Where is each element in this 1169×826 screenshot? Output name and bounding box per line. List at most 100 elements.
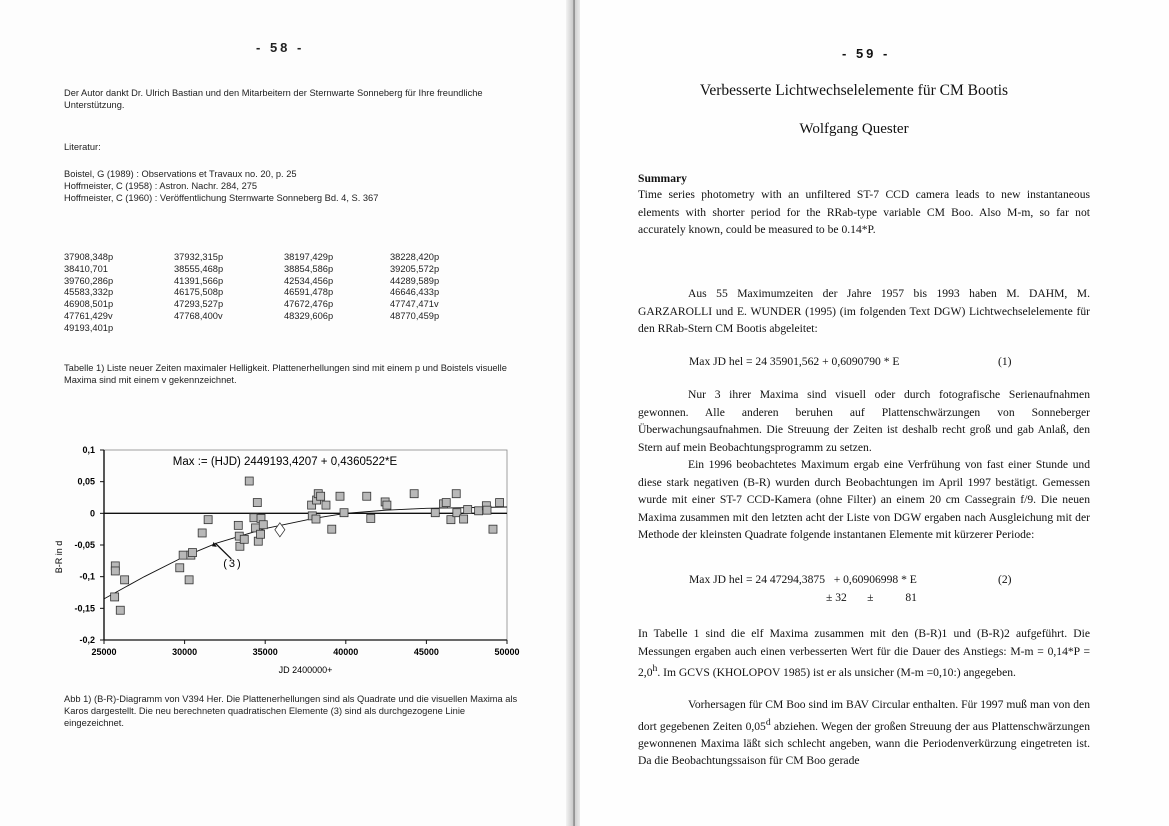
- square-marker: [188, 548, 197, 557]
- table-cell: 37908,348p: [64, 252, 114, 262]
- x-tick-label: 30000: [172, 647, 197, 657]
- square-marker: [307, 500, 317, 510]
- square-marker: [366, 514, 376, 523]
- square-marker: [362, 491, 372, 501]
- table-cell: 48329,606p: [284, 310, 334, 321]
- square-marker: [120, 575, 130, 585]
- x-tick-label: 50000: [494, 647, 519, 657]
- page-number: - 59 -: [842, 46, 891, 61]
- references: Boistel, G (1989) : Observations et Trav…: [64, 168, 378, 204]
- table-cell: 38410,701: [64, 263, 108, 274]
- square-marker: [451, 489, 461, 499]
- figure-caption: Abb 1) (B-R)-Diagramm von V394 Her. Die …: [64, 694, 518, 728]
- page-number: - 58 -: [256, 40, 305, 55]
- square-marker: [459, 514, 469, 524]
- square-marker: [430, 508, 440, 518]
- square-marker: [244, 476, 254, 486]
- paragraph: In Tabelle 1 sind die elf Maxima zusamme…: [638, 627, 1090, 679]
- square-marker: [495, 498, 504, 507]
- table-cell: 38854,586p: [284, 263, 334, 274]
- square-marker: [239, 534, 249, 544]
- plot-frame: [103, 449, 508, 641]
- table-cell: 46175,508p: [174, 287, 224, 298]
- author: Wolfgang Quester: [799, 121, 909, 137]
- x-axis-label: JD 2400000+: [279, 665, 333, 675]
- square-marker: [110, 592, 120, 602]
- equation-annotation: Max := (HJD) 2449193,4207 + 0,4360522*E: [173, 456, 398, 468]
- y-tick-label: -0,1: [79, 572, 95, 582]
- arrow-line: [214, 542, 232, 560]
- square-marker: [446, 515, 456, 525]
- table-cell: 44289,589p: [390, 275, 440, 286]
- square-marker: [203, 515, 213, 525]
- y-tick-label: -0,15: [74, 603, 95, 613]
- paragraph: Vorhersagen für CM Boo sind im BAV Circu…: [638, 698, 1090, 768]
- square-marker: [258, 520, 268, 530]
- fit-curve: [103, 506, 508, 600]
- y-tick-label: -0,2: [79, 635, 95, 645]
- reference: Hoffmeister, C (1960) : Veröffentlichung…: [64, 193, 379, 203]
- table-cell: 48770,459p: [390, 310, 440, 321]
- equation-2-number: (2): [998, 573, 1012, 586]
- table-cell: 47293,527p: [174, 299, 224, 310]
- x-tick-label: 25000: [91, 647, 116, 657]
- square-marker: [252, 498, 262, 507]
- table-cell: 39205,572p: [390, 263, 440, 274]
- y-tick-label: 0: [90, 508, 95, 518]
- square-marker: [339, 508, 349, 518]
- equation-1: Max JD hel = 24 35901,562 + 0,6090790 * …: [689, 355, 900, 368]
- diamond-marker: [274, 522, 286, 538]
- table-cell: 46908,501p: [64, 299, 114, 310]
- table-cell: 47672,476p: [284, 299, 334, 310]
- square-marker: [482, 505, 492, 515]
- summary-heading: Summary: [638, 172, 687, 185]
- square-marker: [452, 508, 462, 518]
- y-tick-label: -0,05: [74, 540, 95, 550]
- page-fold: [566, 0, 582, 826]
- x-tick-label: 35000: [253, 647, 278, 657]
- square-marker: [321, 500, 331, 510]
- right-page: - 59 - Verbesserte Lichtwechselelemente …: [580, 0, 1169, 826]
- table-cell: 41391,566p: [174, 275, 224, 286]
- equation-2-errors: ± 32 ± 81: [826, 591, 917, 604]
- table-cell: 39760,286p: [64, 275, 114, 286]
- table-cell: 38197,429p: [284, 252, 334, 262]
- y-tick-label: 0,05: [77, 477, 95, 487]
- table-cell: 47747,471v: [390, 299, 439, 310]
- square-marker: [115, 605, 125, 615]
- table-cell: 49193,401p: [64, 322, 114, 333]
- equation-1-number: (1): [998, 355, 1012, 368]
- arrow-head-icon: [212, 541, 217, 547]
- square-marker: [316, 491, 326, 501]
- square-marker: [197, 528, 207, 538]
- square-marker: [488, 524, 498, 534]
- square-marker: [474, 506, 484, 516]
- paragraph: Aus 55 Maximumzeiten der Jahre 1957 bis …: [638, 287, 1090, 335]
- acknowledgement: Der Autor dankt Dr. Ulrich Bastian und d…: [64, 88, 483, 110]
- equation-2: Max JD hel = 24 47294,3875 + 0,60906998 …: [689, 573, 917, 586]
- curve-label: (3): [223, 558, 242, 570]
- table-cell: 46646,433p: [390, 287, 440, 298]
- article-title: Verbesserte Lichtwechselelemente für CM …: [699, 82, 1009, 99]
- paragraph: Ein 1996 beobachtetes Maximum ergab eine…: [638, 458, 1090, 541]
- square-marker: [256, 529, 265, 539]
- square-marker: [178, 550, 188, 560]
- table-cell: 38228,420p: [390, 252, 440, 262]
- table-caption: Tabelle 1) Liste neuer Zeiten maximaler …: [64, 363, 507, 385]
- literature-heading: Literatur:: [64, 142, 101, 152]
- x-tick-label: 40000: [333, 647, 358, 657]
- square-marker: [110, 566, 120, 576]
- summary: Time series photometry with an unfiltere…: [638, 188, 1090, 236]
- square-marker: [311, 514, 321, 524]
- square-marker: [184, 575, 194, 585]
- square-marker: [463, 505, 473, 514]
- y-tick-label: 0,1: [82, 445, 95, 455]
- left-page: - 58 - Der Autor dankt Dr. Ulrich Bastia…: [0, 0, 572, 826]
- x-tick-label: 45000: [414, 647, 439, 657]
- square-marker: [441, 498, 451, 507]
- table-cell: 38555,468p: [174, 263, 224, 274]
- table-cell: 47761,429v: [64, 310, 113, 321]
- square-marker: [327, 524, 337, 534]
- y-axis-label: B-R in d: [54, 541, 64, 574]
- square-marker: [409, 489, 419, 499]
